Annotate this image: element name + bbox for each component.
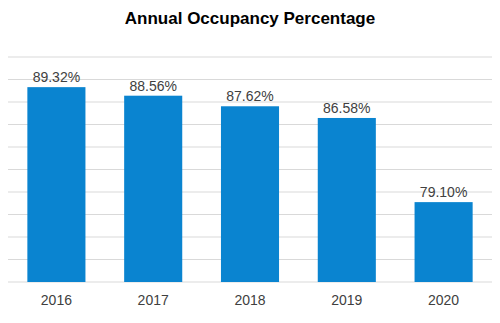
bar: [27, 87, 85, 282]
data-label: 88.56%: [129, 78, 176, 94]
bar: [124, 96, 182, 282]
grid-line: [8, 79, 492, 80]
x-tick-label: 2019: [331, 292, 362, 308]
bars: [27, 87, 472, 282]
data-label: 79.10%: [420, 184, 467, 200]
x-tick-label: 2017: [138, 292, 169, 308]
bar: [221, 106, 279, 282]
x-tick-label: 2018: [234, 292, 265, 308]
bar: [415, 202, 473, 282]
chart-title: Annual Occupancy Percentage: [125, 9, 375, 28]
data-label: 86.58%: [323, 100, 370, 116]
data-label: 87.62%: [226, 88, 273, 104]
chart: Annual Occupancy Percentage 89.32% 2016 88.…: [0, 0, 500, 323]
bar: [318, 118, 376, 282]
data-label: 89.32%: [33, 69, 80, 85]
x-tick-label: 2016: [41, 292, 72, 308]
grid-line: [8, 57, 492, 58]
x-tick-label: 2020: [428, 292, 459, 308]
